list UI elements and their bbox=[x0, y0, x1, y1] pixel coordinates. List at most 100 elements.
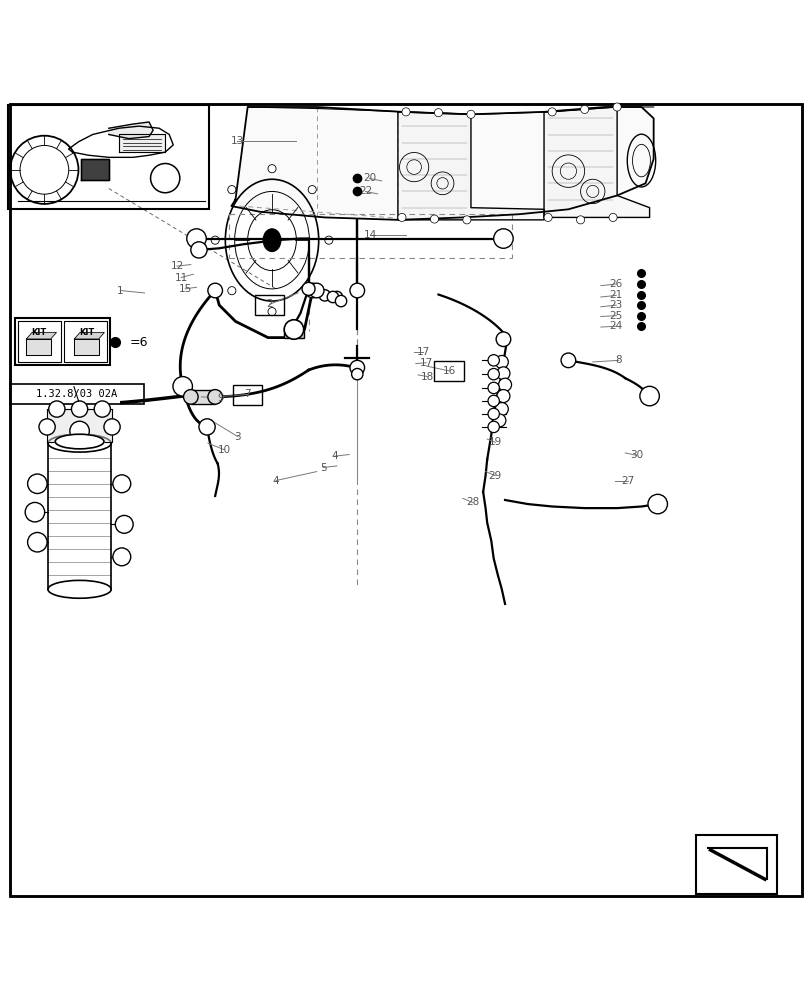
Circle shape bbox=[493, 229, 513, 248]
Circle shape bbox=[350, 360, 364, 375]
Circle shape bbox=[639, 386, 659, 406]
Circle shape bbox=[305, 283, 320, 298]
Bar bbox=[10, 384, 144, 404]
Circle shape bbox=[496, 367, 509, 380]
Circle shape bbox=[496, 390, 509, 403]
Circle shape bbox=[302, 282, 315, 295]
Circle shape bbox=[183, 390, 198, 404]
Polygon shape bbox=[74, 339, 98, 355]
Circle shape bbox=[28, 532, 47, 552]
Ellipse shape bbox=[263, 229, 281, 252]
Text: 30: 30 bbox=[629, 450, 642, 460]
Polygon shape bbox=[397, 112, 543, 220]
Circle shape bbox=[28, 474, 47, 494]
Text: 16: 16 bbox=[442, 366, 455, 376]
Polygon shape bbox=[26, 332, 57, 339]
Bar bbox=[284, 328, 303, 338]
Circle shape bbox=[268, 165, 276, 173]
Circle shape bbox=[335, 295, 346, 307]
Bar bbox=[255, 295, 284, 315]
Text: 25: 25 bbox=[609, 311, 622, 321]
Text: =6: =6 bbox=[130, 336, 148, 349]
Ellipse shape bbox=[55, 434, 104, 449]
Circle shape bbox=[25, 502, 45, 522]
Circle shape bbox=[466, 110, 474, 118]
Circle shape bbox=[309, 283, 324, 298]
Text: 17: 17 bbox=[419, 358, 432, 368]
Text: 1: 1 bbox=[117, 286, 123, 296]
Bar bbox=[64, 321, 107, 362]
Circle shape bbox=[39, 419, 55, 435]
Text: 20: 20 bbox=[363, 173, 375, 183]
Circle shape bbox=[319, 290, 330, 301]
Circle shape bbox=[543, 213, 551, 221]
Text: 27: 27 bbox=[620, 476, 633, 486]
Circle shape bbox=[401, 108, 410, 116]
Text: 23: 23 bbox=[609, 300, 622, 310]
Circle shape bbox=[608, 213, 616, 221]
Text: 18: 18 bbox=[421, 372, 434, 382]
Circle shape bbox=[487, 408, 499, 420]
Circle shape bbox=[492, 414, 505, 427]
Text: 7: 7 bbox=[244, 389, 251, 399]
Bar bbox=[18, 321, 61, 362]
Circle shape bbox=[434, 109, 442, 117]
Circle shape bbox=[199, 419, 215, 435]
Text: 1.32.8/03 02A: 1.32.8/03 02A bbox=[36, 389, 118, 399]
Polygon shape bbox=[231, 107, 653, 220]
Circle shape bbox=[331, 291, 342, 303]
Circle shape bbox=[487, 355, 499, 366]
Circle shape bbox=[487, 382, 499, 394]
Circle shape bbox=[350, 283, 364, 298]
Text: 4: 4 bbox=[272, 476, 279, 486]
Circle shape bbox=[307, 285, 318, 296]
Text: 13: 13 bbox=[230, 136, 243, 146]
Text: 17: 17 bbox=[416, 347, 429, 357]
Circle shape bbox=[49, 401, 65, 417]
Circle shape bbox=[191, 242, 207, 258]
Text: 12: 12 bbox=[170, 261, 183, 271]
Text: 15: 15 bbox=[178, 284, 191, 294]
Polygon shape bbox=[705, 845, 766, 884]
Text: 9: 9 bbox=[217, 393, 224, 403]
Circle shape bbox=[487, 368, 499, 380]
Text: 3: 3 bbox=[234, 432, 241, 442]
Circle shape bbox=[208, 390, 222, 404]
Text: 14: 14 bbox=[363, 230, 376, 240]
Text: 2: 2 bbox=[266, 299, 272, 309]
Circle shape bbox=[187, 229, 206, 248]
Circle shape bbox=[547, 108, 556, 116]
Text: 8: 8 bbox=[615, 355, 621, 365]
Circle shape bbox=[208, 283, 222, 298]
Circle shape bbox=[113, 548, 131, 566]
Circle shape bbox=[397, 213, 406, 221]
Circle shape bbox=[228, 287, 236, 295]
Circle shape bbox=[495, 355, 508, 368]
Text: 29: 29 bbox=[488, 471, 501, 481]
Circle shape bbox=[351, 368, 363, 380]
Circle shape bbox=[228, 186, 236, 194]
Circle shape bbox=[576, 216, 584, 224]
Circle shape bbox=[268, 308, 276, 316]
Circle shape bbox=[307, 287, 315, 295]
Circle shape bbox=[462, 216, 470, 224]
Bar bbox=[233, 385, 262, 405]
Circle shape bbox=[71, 401, 88, 417]
Bar bbox=[8, 105, 209, 209]
Circle shape bbox=[115, 515, 133, 533]
Text: KIT: KIT bbox=[79, 328, 94, 337]
Circle shape bbox=[580, 105, 588, 113]
Text: 28: 28 bbox=[466, 497, 478, 507]
Circle shape bbox=[430, 215, 438, 223]
Circle shape bbox=[496, 332, 510, 347]
Bar bbox=[695, 835, 776, 894]
Circle shape bbox=[307, 186, 315, 194]
Circle shape bbox=[487, 395, 499, 407]
Circle shape bbox=[327, 291, 338, 303]
Circle shape bbox=[211, 236, 219, 244]
Text: 11: 11 bbox=[174, 273, 187, 283]
Circle shape bbox=[495, 403, 508, 416]
Text: 26: 26 bbox=[609, 279, 622, 289]
Polygon shape bbox=[74, 332, 104, 339]
Text: 24: 24 bbox=[609, 321, 622, 331]
